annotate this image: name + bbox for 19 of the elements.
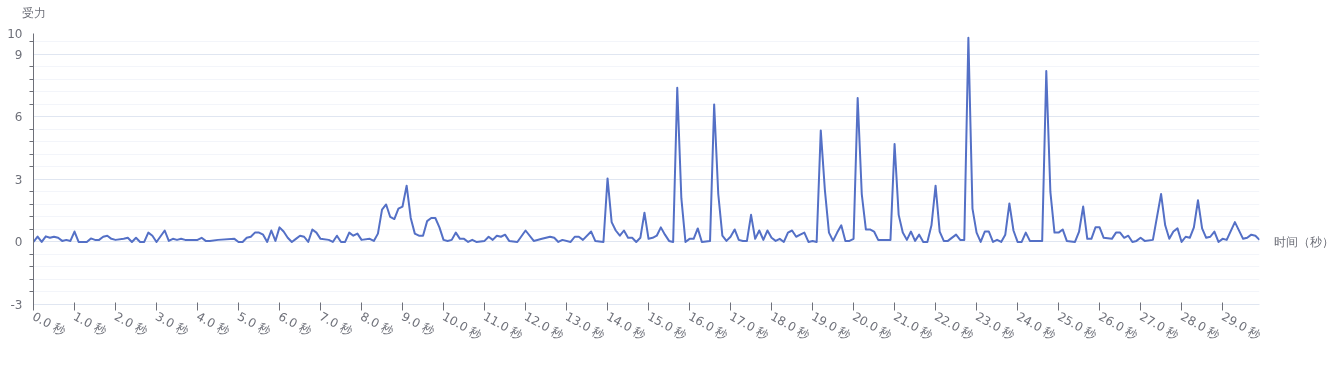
y-tick-label: 3 xyxy=(14,172,23,187)
x-tick-label: 8.0 秒 xyxy=(358,309,396,339)
y-axis-title: 受力 xyxy=(21,5,46,20)
line-series xyxy=(33,36,1260,243)
x-tick-label: 6.0 秒 xyxy=(276,309,314,339)
y-tick-label: 6 xyxy=(14,110,23,125)
y-tick-label: -3 xyxy=(10,298,23,312)
y-tick-label: 9 xyxy=(14,47,23,62)
y-tick-label: 10 xyxy=(7,27,23,41)
x-tick-label: 4.0 秒 xyxy=(194,309,232,339)
x-axis-title: 时间（秒） xyxy=(1273,234,1334,249)
x-tick-label: 7.0 秒 xyxy=(317,309,355,339)
x-tick-label: 3.0 秒 xyxy=(153,309,191,339)
x-tick-label: 0.0 秒 xyxy=(30,309,68,339)
x-tick-label: 9.0 秒 xyxy=(399,309,437,339)
y-tick-label: 0 xyxy=(14,235,23,250)
x-tick-label: 2.0 秒 xyxy=(112,309,150,339)
x-tick-label: 5.0 秒 xyxy=(235,309,273,339)
x-tick-label: 1.0 秒 xyxy=(71,309,109,339)
